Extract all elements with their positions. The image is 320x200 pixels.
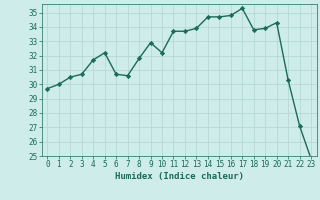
X-axis label: Humidex (Indice chaleur): Humidex (Indice chaleur) <box>115 172 244 181</box>
